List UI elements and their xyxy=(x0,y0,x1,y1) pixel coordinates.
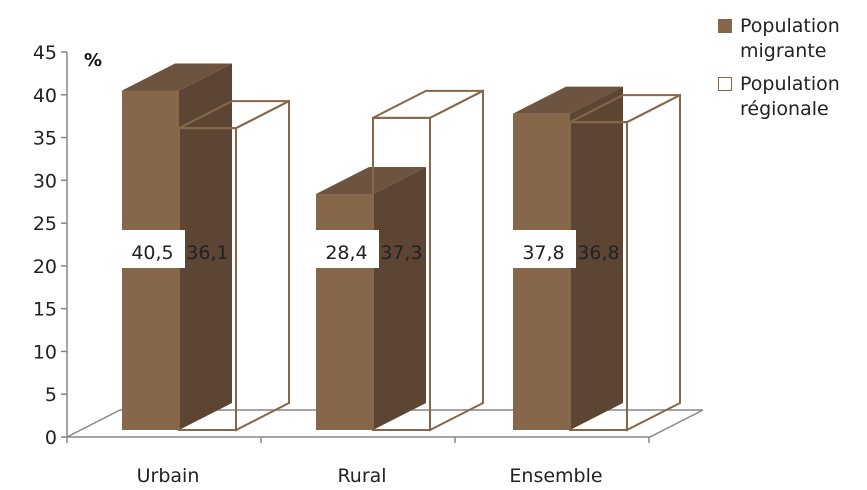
data-label-box xyxy=(120,230,185,268)
y-tick-label: 15 xyxy=(33,299,57,321)
bar-side xyxy=(570,86,623,430)
y-tick-label: 0 xyxy=(45,427,57,449)
bar-side xyxy=(373,167,426,430)
bar-top xyxy=(513,86,623,114)
legend-swatch-filled xyxy=(718,19,732,33)
y-tick-label: 20 xyxy=(33,256,57,278)
bar-side-outline xyxy=(429,89,484,432)
bar-migrante xyxy=(513,113,570,430)
x-tick-label: Rural xyxy=(337,465,386,487)
y-tick-label: 5 xyxy=(45,384,57,406)
y-axis: 0 5 10 15 20 25 30 35 40 45 xyxy=(33,42,68,449)
data-label-box xyxy=(511,230,576,268)
x-axis-labels: Urbain Rural Ensemble xyxy=(66,437,650,487)
bar-side-outline xyxy=(626,93,681,432)
data-label-box xyxy=(314,230,379,268)
y-tick-label: 25 xyxy=(33,213,57,235)
data-label: 37,3 xyxy=(380,242,422,264)
data-label: 40,5 xyxy=(131,242,173,264)
legend: Population migrante Population régionale xyxy=(718,14,866,130)
data-label: 36,8 xyxy=(577,242,619,264)
bar-top-outline xyxy=(372,89,484,119)
bar-regionale xyxy=(178,127,237,431)
bar-side xyxy=(179,63,232,430)
y-tick-label: 30 xyxy=(33,170,57,192)
y-tick-label: 40 xyxy=(33,85,57,107)
legend-label: Population migrante xyxy=(740,15,840,62)
data-label: 36,1 xyxy=(186,242,228,264)
bar-side-outline xyxy=(235,99,290,432)
bar-regionale xyxy=(372,116,431,431)
bar-top xyxy=(316,167,426,195)
x-tick-label: Ensemble xyxy=(509,465,602,487)
y-tick-label: 45 xyxy=(33,42,57,64)
bar-top xyxy=(122,63,232,91)
legend-item-migrante: Population migrante xyxy=(718,14,866,64)
x-tick-label: Urbain xyxy=(137,465,200,487)
legend-label: Population régionale xyxy=(740,73,840,120)
bar-regionale xyxy=(569,121,628,432)
data-label: 28,4 xyxy=(325,242,367,264)
legend-item-regionale: Population régionale xyxy=(718,72,866,122)
bar-migrante xyxy=(316,194,373,430)
y-tick-label: 35 xyxy=(33,128,57,150)
y-tick-label: 10 xyxy=(33,341,57,363)
data-label: 37,8 xyxy=(522,242,564,264)
legend-swatch-hollow xyxy=(718,77,732,91)
bar-series: 40,5 36,1 28,4 37,3 37,8 36,8 xyxy=(120,63,681,432)
y-axis-label: % xyxy=(84,50,102,71)
